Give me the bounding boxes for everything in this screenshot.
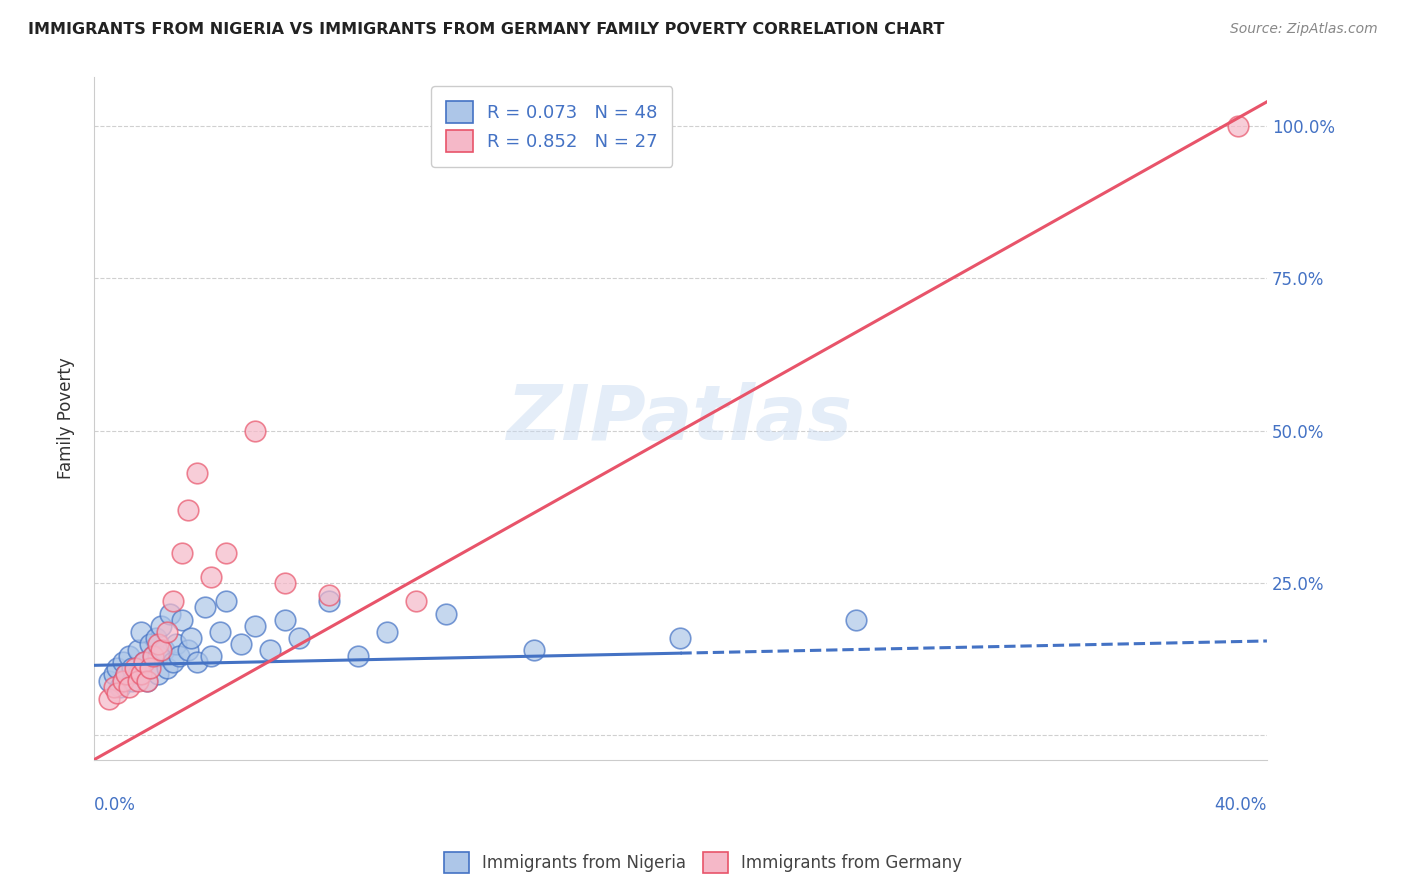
Point	[156, 661, 179, 675]
Legend: R = 0.073   N = 48, R = 0.852   N = 27: R = 0.073 N = 48, R = 0.852 N = 27	[432, 87, 672, 167]
Point	[318, 588, 340, 602]
Point	[118, 649, 141, 664]
Point	[112, 655, 135, 669]
Point	[180, 631, 202, 645]
Point	[259, 643, 281, 657]
Point	[97, 691, 120, 706]
Point	[245, 424, 267, 438]
Point	[375, 624, 398, 639]
Point	[150, 643, 173, 657]
Point	[121, 673, 143, 688]
Point	[177, 503, 200, 517]
Point	[1226, 119, 1249, 133]
Point	[347, 649, 370, 664]
Point	[132, 655, 155, 669]
Point	[177, 643, 200, 657]
Point	[105, 686, 128, 700]
Point	[127, 643, 149, 657]
Point	[97, 673, 120, 688]
Point	[167, 649, 190, 664]
Point	[105, 661, 128, 675]
Point	[845, 613, 868, 627]
Point	[405, 594, 427, 608]
Text: Source: ZipAtlas.com: Source: ZipAtlas.com	[1230, 22, 1378, 37]
Point	[115, 667, 138, 681]
Point	[156, 624, 179, 639]
Point	[186, 655, 208, 669]
Text: 40.0%: 40.0%	[1215, 797, 1267, 814]
Text: ZIPatlas: ZIPatlas	[508, 382, 853, 456]
Point	[273, 613, 295, 627]
Text: 0.0%: 0.0%	[94, 797, 136, 814]
Point	[215, 546, 238, 560]
Point	[208, 624, 231, 639]
Point	[118, 680, 141, 694]
Point	[150, 618, 173, 632]
Point	[273, 576, 295, 591]
Point	[245, 618, 267, 632]
Point	[115, 667, 138, 681]
Point	[142, 649, 165, 664]
Point	[148, 649, 170, 664]
Point	[135, 673, 157, 688]
Point	[132, 655, 155, 669]
Point	[145, 631, 167, 645]
Point	[103, 667, 125, 681]
Point	[129, 667, 152, 681]
Point	[288, 631, 311, 645]
Point	[112, 673, 135, 688]
Point	[112, 673, 135, 688]
Point	[138, 661, 160, 675]
Point	[162, 594, 184, 608]
Point	[124, 661, 146, 675]
Point	[159, 607, 181, 621]
Point	[153, 643, 176, 657]
Point	[148, 667, 170, 681]
Point	[135, 673, 157, 688]
Point	[110, 680, 132, 694]
Point	[127, 673, 149, 688]
Point	[162, 655, 184, 669]
Point	[434, 607, 457, 621]
Point	[215, 594, 238, 608]
Point	[200, 570, 222, 584]
Point	[121, 661, 143, 675]
Point	[669, 631, 692, 645]
Point	[138, 637, 160, 651]
Point	[229, 637, 252, 651]
Point	[194, 600, 217, 615]
Point	[186, 467, 208, 481]
Point	[523, 643, 546, 657]
Y-axis label: Family Poverty: Family Poverty	[58, 358, 75, 480]
Point	[170, 546, 193, 560]
Point	[170, 613, 193, 627]
Point	[318, 594, 340, 608]
Legend: Immigrants from Nigeria, Immigrants from Germany: Immigrants from Nigeria, Immigrants from…	[437, 846, 969, 880]
Point	[138, 661, 160, 675]
Point	[127, 667, 149, 681]
Text: IMMIGRANTS FROM NIGERIA VS IMMIGRANTS FROM GERMANY FAMILY POVERTY CORRELATION CH: IMMIGRANTS FROM NIGERIA VS IMMIGRANTS FR…	[28, 22, 945, 37]
Point	[142, 649, 165, 664]
Point	[103, 680, 125, 694]
Point	[200, 649, 222, 664]
Point	[165, 637, 187, 651]
Point	[148, 637, 170, 651]
Point	[129, 624, 152, 639]
